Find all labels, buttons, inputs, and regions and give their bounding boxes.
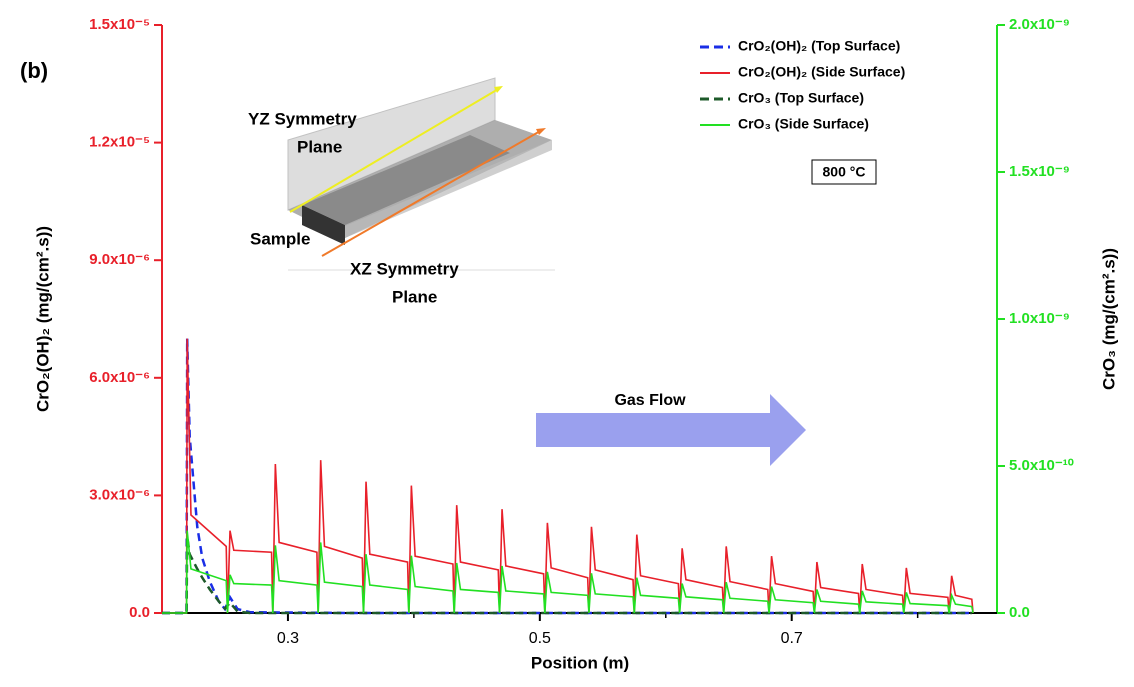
- x-axis-label: Position (m): [531, 653, 629, 672]
- y-tick-label: 0.0: [129, 604, 150, 621]
- legend-label: CrO₃ (Top Surface): [738, 90, 864, 106]
- y2-tick-label: 1.5x10⁻⁹: [1009, 163, 1070, 180]
- inset-label: Sample: [250, 229, 310, 248]
- y-axis-label: CrO₂(OH)₂ (mg/(cm².s)): [33, 226, 52, 412]
- y2-tick-label: 5.0x10⁻¹⁰: [1009, 457, 1074, 474]
- inset-label: Plane: [392, 287, 437, 306]
- chart: (b) YZ Symmetry Plane Sample XZ Symmetry…: [0, 0, 1134, 682]
- inset-drawing: [288, 78, 555, 270]
- inset-xz-arrowhead: [536, 128, 546, 135]
- series-line: [162, 537, 972, 613]
- series-line: [162, 339, 973, 613]
- x-tick-label: 0.3: [277, 630, 299, 647]
- x-tick-label: 0.5: [529, 630, 551, 647]
- y2-tick-label: 2.0x10⁻⁹: [1009, 16, 1070, 33]
- inset-label: XZ Symmetry: [350, 259, 459, 278]
- y-tick-label: 9.0x10⁻⁶: [89, 251, 150, 268]
- y-tick-label: 6.0x10⁻⁶: [89, 369, 150, 386]
- inset-label: YZ Symmetry: [248, 109, 357, 128]
- y-tick-label: 1.5x10⁻⁵: [89, 16, 150, 33]
- panel-label: (b): [20, 58, 48, 83]
- y2-tick-label: 0.0: [1009, 604, 1030, 621]
- inset-label: Plane: [297, 137, 342, 156]
- temperature-label: 800 °C: [823, 164, 866, 180]
- legend-label: CrO₂(OH)₂ (Side Surface): [738, 64, 905, 80]
- y-tick-label: 1.2x10⁻⁵: [89, 134, 150, 151]
- y-tick-label: 3.0x10⁻⁶: [89, 486, 150, 503]
- legend-label: CrO₂(OH)₂ (Top Surface): [738, 38, 900, 54]
- y2-axis-label: CrO₃ (mg/(cm².s)): [1099, 248, 1118, 390]
- x-tick-label: 0.7: [781, 630, 803, 647]
- gas-flow-label: Gas Flow: [614, 392, 686, 409]
- y2-tick-label: 1.0x10⁻⁹: [1009, 310, 1070, 327]
- legend-label: CrO₃ (Side Surface): [738, 116, 869, 132]
